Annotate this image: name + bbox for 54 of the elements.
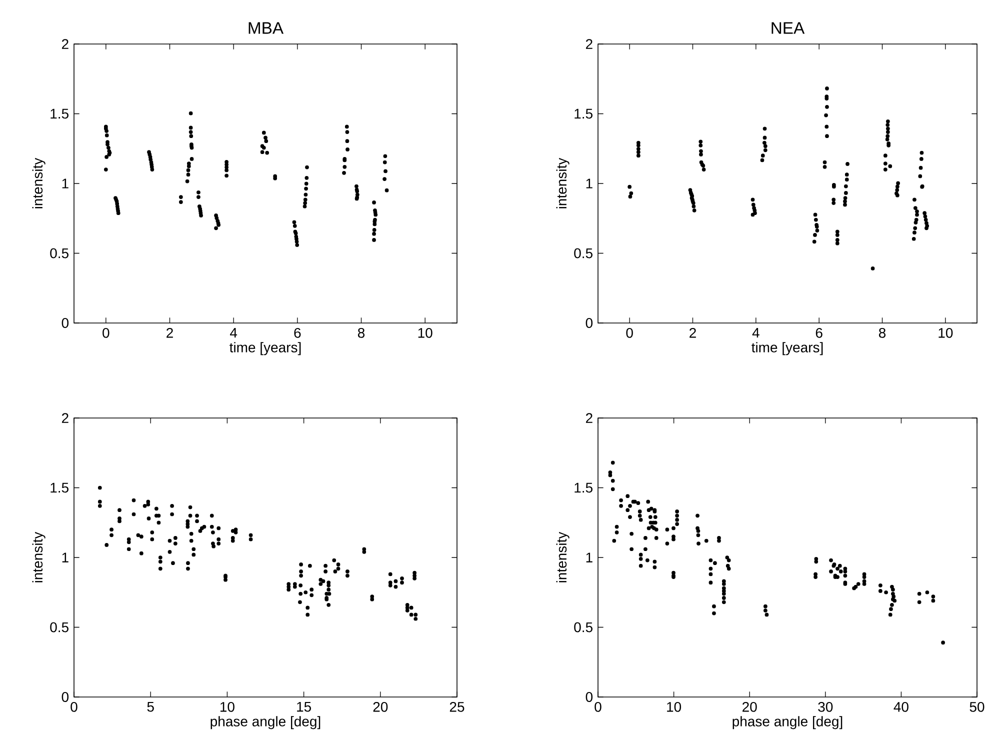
y-tick-label: 0.5 (50, 622, 68, 632)
x-tick-label: 40 (894, 702, 908, 712)
y-axis-title: intensity (556, 532, 570, 582)
chart-title: NEA (772, 22, 805, 34)
x-tick-label: 4 (230, 328, 238, 338)
y-tick-label: 2 (62, 413, 68, 423)
x-tick-label: 0 (626, 328, 633, 338)
x-tick-label: 8 (878, 328, 886, 338)
y-tick-label: 1 (62, 552, 68, 562)
y-tick-label: 0.5 (50, 248, 68, 258)
y-tick-label: 2 (586, 39, 592, 49)
x-tick-label: 4 (752, 328, 760, 338)
x-tick-label: 5 (147, 702, 154, 712)
x-tick-label: 10 (667, 702, 682, 712)
y-tick-label: 1 (586, 552, 592, 562)
x-axis-title: phase angle [deg] (210, 716, 320, 730)
x-tick-label: 0 (70, 702, 78, 712)
x-tick-label: 6 (816, 328, 822, 338)
x-tick-label: 0 (594, 702, 602, 712)
x-tick-label: 30 (818, 702, 833, 712)
y-tick-label: 1.5 (574, 482, 592, 493)
y-tick-label: 0 (62, 692, 69, 702)
y-tick-label: 0.5 (574, 622, 592, 632)
x-tick-label: 10 (220, 702, 234, 712)
x-tick-label: 2 (166, 328, 173, 338)
y-tick-label: 2 (586, 413, 592, 423)
x-axis-title: time [years] (752, 342, 823, 356)
x-tick-label: 8 (358, 328, 365, 338)
y-tick-label: 0 (586, 318, 593, 328)
x-axis-title: time [years] (230, 342, 301, 356)
y-tick-label: 2 (62, 39, 68, 49)
y-tick-label: 1.5 (50, 108, 68, 119)
chart-title: MBA (248, 22, 284, 34)
x-tick-label: 50 (970, 702, 984, 712)
y-tick-label: 1 (62, 178, 68, 188)
y-tick-label: 0 (586, 692, 593, 702)
x-tick-label: 2 (690, 328, 696, 338)
y-axis-title: intensity (556, 158, 570, 208)
x-tick-label: 6 (294, 328, 301, 338)
x-tick-label: 10 (418, 328, 432, 338)
y-tick-label: 1.5 (574, 108, 592, 119)
y-axis-title: intensity (32, 532, 46, 582)
x-tick-label: 20 (373, 702, 388, 712)
x-axis-title: phase angle [deg] (732, 716, 842, 730)
x-tick-label: 25 (450, 702, 464, 712)
y-tick-label: 0 (62, 318, 69, 328)
x-tick-label: 20 (742, 702, 757, 712)
y-tick-label: 0.5 (574, 248, 592, 258)
x-tick-label: 15 (297, 702, 311, 712)
y-tick-label: 1.5 (50, 482, 68, 493)
x-tick-label: 10 (938, 328, 953, 338)
y-tick-label: 1 (586, 178, 592, 188)
x-tick-label: 0 (102, 328, 110, 338)
y-axis-title: intensity (32, 158, 46, 208)
